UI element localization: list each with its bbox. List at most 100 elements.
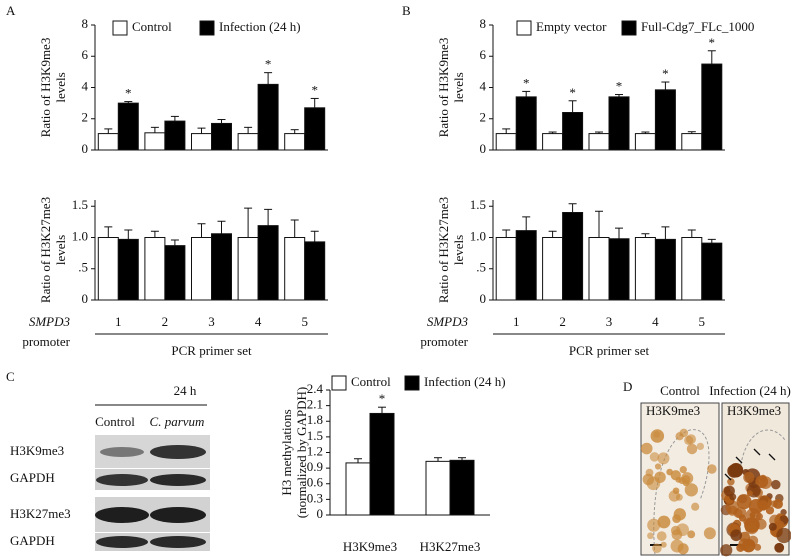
bar <box>681 237 703 301</box>
bar <box>542 133 564 151</box>
legend-swatch <box>621 20 637 36</box>
bar <box>144 237 166 301</box>
error-bar <box>595 131 603 134</box>
bar <box>164 120 186 151</box>
cell <box>729 493 737 501</box>
cell <box>727 478 735 486</box>
cell <box>673 508 686 521</box>
panel-letter: D <box>623 379 632 394</box>
x-tick-label: 4 <box>652 314 659 329</box>
cell <box>707 464 717 474</box>
error-bar <box>434 457 442 462</box>
bar <box>97 237 119 301</box>
y-axis-label: Ratio of H3K9me3 <box>38 38 53 138</box>
y-axis-label: levels <box>451 72 466 102</box>
error-bar <box>568 100 577 113</box>
error-bar <box>661 81 670 90</box>
bar <box>164 245 186 301</box>
error-bar <box>290 219 299 238</box>
y-tick-label: .5 <box>78 260 88 275</box>
y-tick-label: 0.6 <box>307 475 324 490</box>
y-tick-label: 4 <box>480 78 487 93</box>
cell <box>677 543 689 555</box>
bar <box>634 237 656 301</box>
y-tick-label: 2 <box>82 110 89 125</box>
cell <box>684 435 694 445</box>
cell <box>754 543 762 551</box>
bar <box>701 242 723 301</box>
cell <box>749 511 756 519</box>
bar <box>608 238 630 301</box>
y-tick-label: 0 <box>317 506 324 521</box>
cell <box>657 452 670 465</box>
cell <box>780 509 787 516</box>
legend-swatch <box>404 375 420 391</box>
y-axis-label: levels <box>53 72 68 102</box>
y-axis-label: (normalized by GAPDH) <box>294 387 309 518</box>
cell <box>736 494 752 510</box>
error-bar <box>641 131 650 134</box>
cell <box>755 512 764 521</box>
x-tick-label: 1 <box>513 314 520 329</box>
legend-label: Empty vector <box>536 19 607 34</box>
y-tick-label: 0.3 <box>307 490 323 505</box>
x-tick-label: 1 <box>115 314 122 329</box>
bar <box>425 460 451 516</box>
y-tick-label: 1.0 <box>72 228 88 243</box>
legend-label: Control <box>351 374 391 389</box>
error-bar <box>170 115 179 122</box>
bar <box>211 122 232 151</box>
error-bar <box>264 72 273 85</box>
cell <box>647 518 661 532</box>
row-label: GAPDH <box>10 470 55 485</box>
y-axis-label: Ratio of H3K9me3 <box>436 38 451 138</box>
bar <box>257 83 279 151</box>
significance-marker: * <box>125 86 132 101</box>
row-label: H3K27me3 <box>10 506 71 521</box>
cell <box>686 443 698 455</box>
bar <box>237 133 259 151</box>
cell <box>654 471 666 483</box>
error-bar <box>502 128 511 134</box>
error-bar <box>687 131 696 134</box>
error-bar <box>150 126 159 133</box>
cell <box>743 518 751 526</box>
y-tick-label: 0 <box>480 291 487 306</box>
arrow <box>768 453 776 461</box>
error-bar <box>197 223 206 238</box>
significance-marker: * <box>662 66 669 81</box>
error-bar <box>502 229 511 238</box>
cell <box>720 544 733 557</box>
y-tick-label: 0 <box>82 291 89 306</box>
cell <box>647 532 654 540</box>
error-bar <box>290 129 299 134</box>
bar <box>237 237 259 301</box>
legend-label: Infection (24 h) <box>219 19 301 34</box>
cell <box>768 522 777 531</box>
x-axis-label: promoter <box>420 334 468 349</box>
cell <box>654 463 662 470</box>
error-bar <box>310 230 319 242</box>
error-bar <box>707 50 716 65</box>
bar <box>542 237 564 301</box>
arrow <box>753 448 761 456</box>
y-tick-label: 0.9 <box>307 459 323 474</box>
y-tick-label: 0 <box>480 141 487 156</box>
cell <box>670 470 681 481</box>
y-tick-label: .5 <box>476 260 486 275</box>
cell <box>736 543 745 552</box>
bar <box>562 212 584 301</box>
panel-letter: C <box>6 369 15 384</box>
y-axis-label: Ratio of H3K27me3 <box>436 197 451 303</box>
y-tick-label: 4 <box>82 78 89 93</box>
legend-swatch <box>516 20 532 36</box>
bar <box>654 238 676 301</box>
significance-marker: * <box>569 85 576 100</box>
bar <box>369 412 395 516</box>
error-bar <box>707 238 716 244</box>
x-axis-label: PCR primer set <box>569 343 650 358</box>
error-bar <box>615 227 623 239</box>
y-tick-label: 1.2 <box>307 443 323 458</box>
panel-letter: A <box>6 3 16 18</box>
lane-label: C. parvum <box>150 414 205 429</box>
